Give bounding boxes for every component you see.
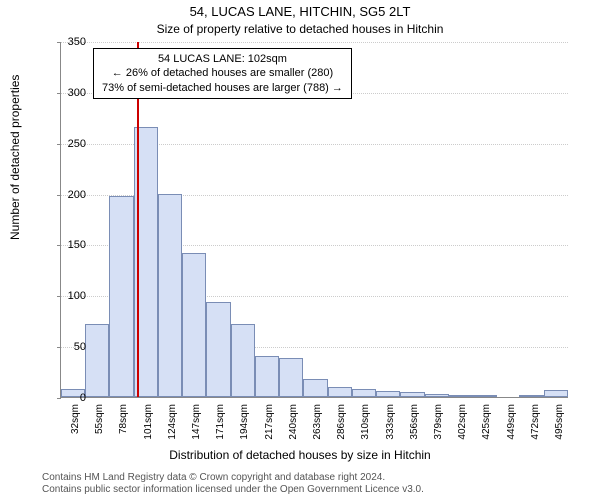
y-tick-label: 0: [80, 392, 86, 404]
histogram-bar: [352, 389, 376, 397]
plot-area: 54 LUCAS LANE: 102sqm ← 26% of detached …: [60, 42, 568, 398]
histogram-bar: [425, 394, 449, 397]
y-tick-label: 100: [68, 290, 86, 302]
histogram-bar: [303, 379, 327, 397]
annotation-line-3: 73% of semi-detached houses are larger (…: [102, 81, 343, 95]
footer-line-2: Contains public sector information licen…: [42, 484, 424, 496]
y-tick-label: 150: [68, 239, 86, 251]
y-tick-label: 200: [68, 189, 86, 201]
histogram-bar: [206, 302, 230, 397]
histogram-bar: [449, 395, 473, 397]
chart-title: 54, LUCAS LANE, HITCHIN, SG5 2LT: [0, 4, 600, 19]
y-tick-label: 300: [68, 87, 86, 99]
y-tick-label: 350: [68, 36, 86, 48]
x-axis-label: Distribution of detached houses by size …: [0, 448, 600, 462]
histogram-bar: [85, 324, 109, 397]
histogram-bar: [182, 253, 206, 397]
histogram-bar: [519, 395, 543, 397]
histogram-bar: [255, 356, 279, 397]
footer-line-1: Contains HM Land Registry data © Crown c…: [42, 472, 424, 484]
annotation-line-2: ← 26% of detached houses are smaller (28…: [102, 66, 343, 80]
chart-subtitle: Size of property relative to detached ho…: [0, 22, 600, 36]
histogram-bar: [109, 196, 133, 397]
histogram-bar: [279, 358, 303, 397]
histogram-bar: [376, 391, 400, 397]
histogram-bar: [400, 392, 424, 397]
footer-attribution: Contains HM Land Registry data © Crown c…: [42, 472, 424, 496]
histogram-bar: [328, 387, 352, 397]
histogram-bar: [158, 194, 182, 397]
y-tick-label: 50: [74, 341, 86, 353]
annotation-box: 54 LUCAS LANE: 102sqm ← 26% of detached …: [93, 48, 352, 99]
y-axis-label: Number of detached properties: [8, 75, 22, 240]
histogram-bar: [544, 390, 568, 397]
y-tick-label: 250: [68, 138, 86, 150]
histogram-bar: [473, 395, 497, 397]
annotation-line-1: 54 LUCAS LANE: 102sqm: [102, 52, 343, 66]
histogram-bar: [231, 324, 255, 397]
